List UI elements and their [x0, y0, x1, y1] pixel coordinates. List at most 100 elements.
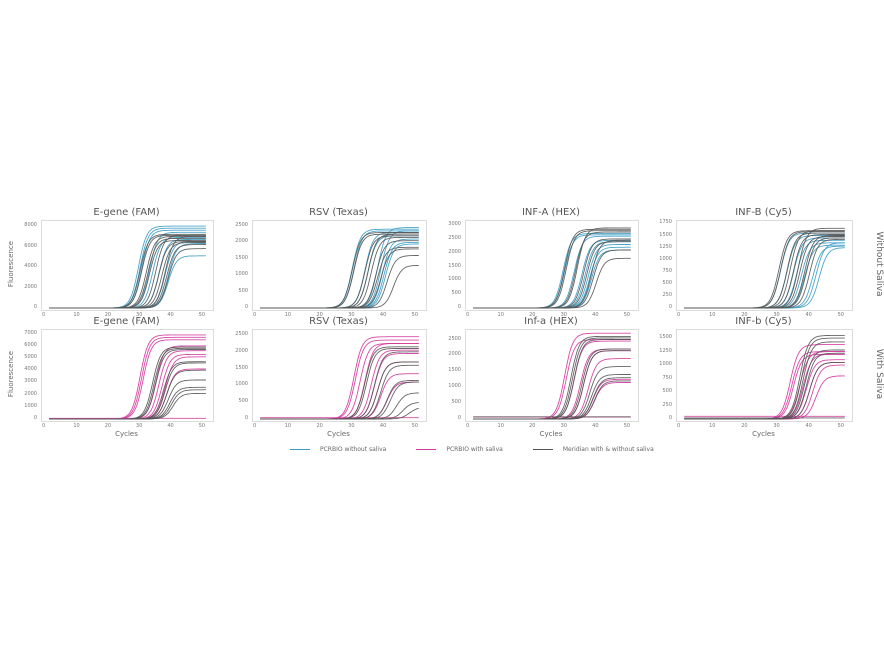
plot-area — [41, 220, 214, 311]
y-tick-label: 0 — [33, 304, 37, 310]
y-tick-label: 1500 — [235, 254, 248, 261]
x-tick-label: 0 — [253, 423, 257, 429]
legend-item-pcrbio-with-saliva: PCRBIO with saliva — [416, 446, 503, 453]
x-axis-label: Cycles — [327, 430, 350, 438]
y-tick-label: 500 — [662, 279, 672, 286]
x-tick-label: 50 — [411, 312, 419, 318]
plot-area — [465, 220, 639, 311]
x-tick-label: 40 — [592, 423, 599, 429]
legend-label: Meridian with & without saliva — [562, 446, 654, 453]
y-tick-label: 1000 — [448, 276, 461, 283]
row-label-with-saliva: With Saliva — [874, 348, 884, 399]
x-tick-label: 40 — [379, 423, 387, 429]
y-tick-label: 500 — [451, 290, 461, 297]
y-tick-label: 0 — [457, 304, 461, 310]
y-axis-label: Fluorescence — [7, 350, 15, 397]
x-tick-label: 0 — [677, 312, 681, 318]
panel-title: E-gene (FAM) — [93, 316, 160, 327]
x-tick-label: 10 — [73, 423, 80, 429]
x-tick-label: 10 — [284, 312, 292, 318]
y-tick-label: 0 — [668, 415, 672, 421]
amplification-curves — [260, 227, 419, 309]
y-tick-label: 2000 — [235, 238, 248, 245]
y-tick-label: 2000 — [448, 351, 461, 358]
plot-area — [676, 329, 853, 422]
x-tick-label: 20 — [741, 423, 748, 429]
amplification-curves — [49, 225, 206, 309]
y-tick-label: 750 — [662, 267, 672, 274]
panel-title: INF-B (Cy5) — [735, 207, 792, 218]
x-tick-label: 30 — [773, 423, 780, 429]
y-tick-label: 0 — [668, 304, 672, 310]
x-tick-label: 50 — [837, 312, 844, 318]
y-tick-label: 8000 — [24, 222, 37, 229]
x-tick-label: 10 — [73, 312, 80, 318]
x-tick-label: 0 — [253, 312, 257, 318]
y-tick-label: 1000 — [659, 255, 672, 262]
x-tick-label: 30 — [348, 423, 355, 429]
y-tick-label: 1500 — [448, 367, 461, 374]
plot-area — [252, 329, 427, 422]
x-tick-label: 30 — [136, 423, 143, 429]
x-axis-label: Cycles — [752, 430, 775, 438]
x-axis-label: Cycles — [115, 430, 138, 438]
y-tick-label: 0 — [33, 415, 37, 421]
legend-item-pcrbio-without-saliva: PCRBIO without saliva — [290, 446, 386, 453]
amplification-curves — [684, 227, 845, 309]
legend-item-meridian: Meridian with & without saliva — [532, 446, 654, 453]
x-tick-label: 0 — [466, 312, 470, 318]
amplification-curves — [473, 227, 631, 309]
amplification-curves — [49, 334, 206, 420]
legend-swatch — [290, 448, 310, 451]
plot-area — [41, 329, 214, 422]
y-tick-label: 1750 — [659, 219, 672, 226]
y-tick-label: 2500 — [235, 331, 248, 338]
legend-swatch — [416, 448, 437, 451]
panel-title: RSV (Texas) — [309, 316, 368, 327]
y-tick-label: 250 — [662, 291, 672, 298]
y-tick-label: 500 — [662, 388, 672, 395]
y-tick-label: 7000 — [24, 329, 37, 336]
y-tick-label: 1000 — [659, 361, 672, 368]
panel-title: Inf-a (HEX) — [524, 316, 578, 327]
y-tick-label: 2000 — [24, 283, 37, 290]
y-tick-label: 4000 — [24, 263, 37, 270]
x-tick-label: 30 — [560, 423, 567, 429]
y-tick-label: 6000 — [24, 341, 37, 348]
y-tick-label: 2000 — [235, 347, 248, 354]
y-tick-label: 2000 — [24, 390, 37, 397]
x-tick-label: 20 — [316, 312, 323, 318]
x-tick-label: 30 — [348, 312, 355, 318]
x-tick-label: 30 — [560, 312, 567, 318]
plot-area — [465, 329, 639, 422]
x-tick-label: 20 — [529, 312, 536, 318]
plot-area — [252, 220, 427, 311]
x-tick-label: 50 — [198, 423, 206, 429]
x-tick-label: 40 — [167, 423, 174, 429]
x-tick-label: 40 — [805, 423, 812, 429]
amplification-curves — [260, 336, 419, 420]
panel-title: E-gene (FAM) — [93, 207, 160, 218]
x-tick-label: 20 — [104, 423, 112, 429]
x-tick-label: 10 — [284, 423, 292, 429]
y-tick-label: 1000 — [235, 381, 248, 388]
y-tick-label: 2500 — [448, 234, 461, 241]
panel-title: INF-A (HEX) — [521, 207, 581, 218]
y-tick-label: 750 — [662, 374, 672, 381]
y-tick-label: 1000 — [24, 402, 37, 409]
x-tick-label: 0 — [677, 423, 681, 429]
x-tick-label: 50 — [198, 312, 206, 318]
y-tick-label: 1500 — [448, 262, 461, 269]
plot-area — [676, 220, 853, 311]
amplification-curves — [684, 334, 845, 420]
legend-label: PCRBIO with saliva — [446, 446, 503, 453]
legend: PCRBIO without saliva PCRBIO with saliva… — [290, 446, 684, 453]
x-tick-label: 10 — [709, 312, 716, 318]
y-tick-label: 1500 — [659, 231, 672, 238]
panel-title: INF-b (Cy5) — [735, 316, 792, 327]
legend-label: PCRBIO without saliva — [320, 446, 387, 453]
y-tick-label: 2500 — [235, 221, 248, 228]
x-tick-label: 50 — [623, 312, 631, 318]
x-tick-label: 40 — [592, 312, 599, 318]
x-tick-label: 10 — [497, 423, 504, 429]
